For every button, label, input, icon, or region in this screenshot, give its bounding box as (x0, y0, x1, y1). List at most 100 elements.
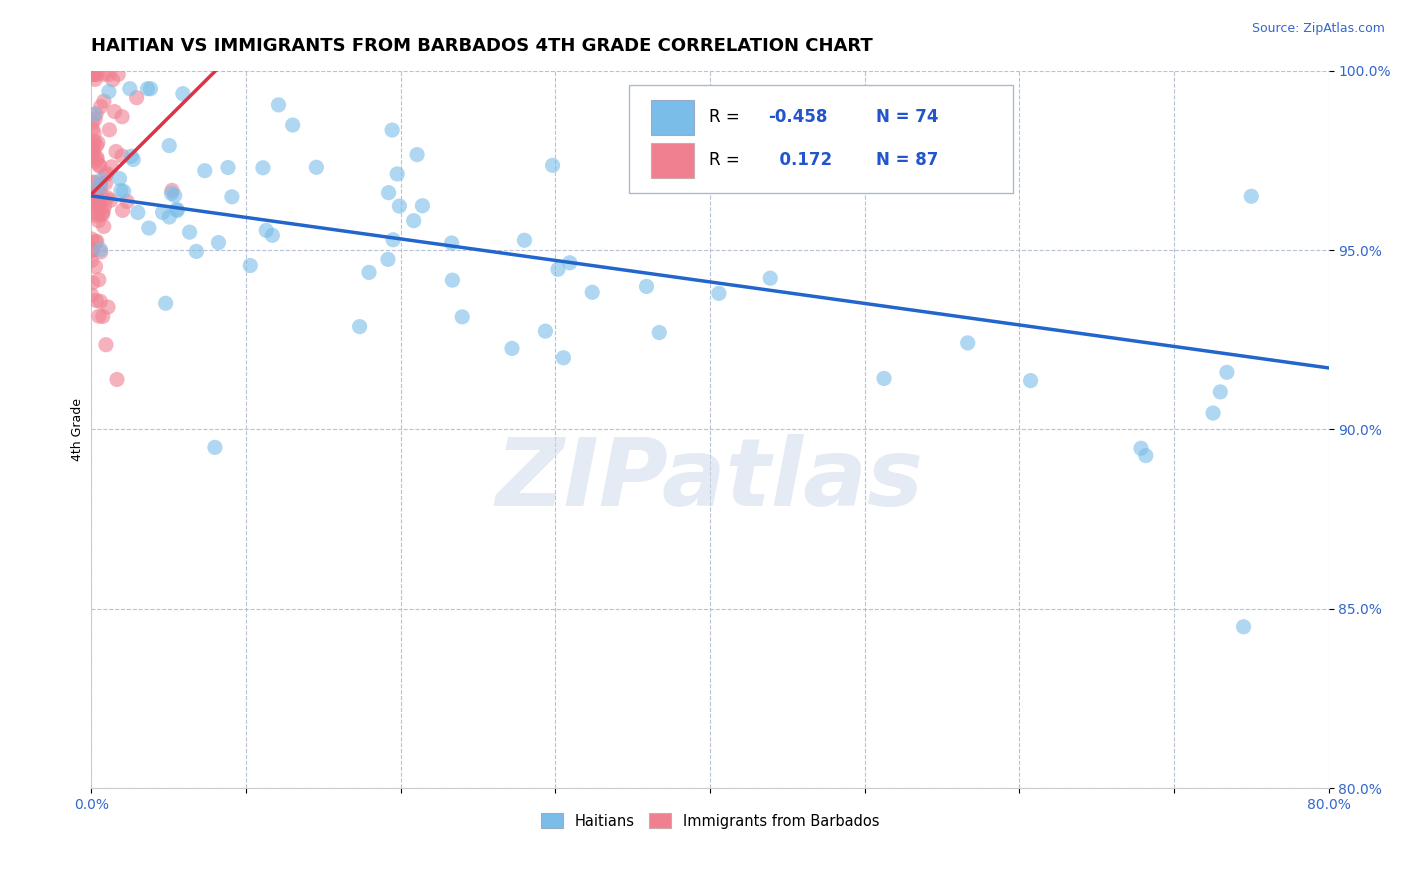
Point (759, 271, 782, 285)
Point (101, 72, 124, 87)
Text: 0.172: 0.172 (768, 152, 832, 169)
Point (80, 232, 103, 246)
Point (89, 178, 111, 193)
Point (87, 183, 110, 197)
Text: ZIPatlas: ZIPatlas (496, 434, 924, 525)
Point (262, 228, 284, 243)
Point (110, 184, 132, 198)
Point (84, 293, 107, 308)
Text: -0.458: -0.458 (768, 108, 828, 127)
Text: N = 74: N = 74 (876, 108, 938, 127)
Point (381, 123, 404, 137)
Point (239, 259, 262, 273)
Point (91, 204, 114, 219)
Point (82, 115, 104, 129)
Point (100, 160, 122, 174)
Point (349, 319, 371, 334)
Point (86, 138, 108, 153)
Point (84, 72, 107, 87)
Point (87, 309, 110, 323)
Point (402, 213, 425, 227)
Text: R =: R = (709, 152, 745, 169)
Point (90, 173, 112, 187)
Point (84, 235, 107, 249)
Point (93, 219, 115, 234)
Point (90, 100, 112, 114)
Point (157, 210, 180, 224)
Point (1129, 442, 1152, 456)
Point (157, 138, 180, 153)
Point (86, 153, 108, 167)
Point (83, 176, 105, 190)
Point (93, 199, 115, 213)
Point (83, 188, 105, 202)
Point (534, 324, 557, 338)
Point (207, 235, 229, 250)
Point (1232, 620, 1254, 634)
Point (80, 244, 103, 259)
Point (118, 81, 141, 95)
Point (82, 276, 104, 290)
Point (105, 145, 128, 159)
Legend: Haitians, Immigrants from Barbados: Haitians, Immigrants from Barbados (536, 807, 884, 835)
Point (581, 285, 603, 300)
Point (96, 167, 118, 181)
Point (82, 67, 104, 81)
Point (956, 335, 979, 350)
Point (83, 187, 105, 202)
Point (82, 195, 104, 210)
Point (648, 326, 671, 340)
Point (163, 188, 186, 202)
Point (84, 154, 107, 169)
Point (1209, 384, 1232, 399)
Point (252, 161, 274, 175)
Point (166, 203, 188, 218)
Point (84, 188, 107, 202)
Point (82, 142, 104, 156)
Point (83, 175, 105, 189)
Point (83, 107, 105, 121)
Point (139, 81, 162, 95)
Point (87, 213, 110, 227)
Point (357, 265, 380, 279)
Point (108, 171, 131, 186)
Point (547, 262, 569, 277)
Point (89, 159, 111, 173)
Point (82, 139, 104, 153)
Point (105, 372, 128, 386)
Point (94, 177, 117, 191)
Point (94, 168, 117, 182)
Point (382, 233, 405, 247)
Point (83, 67, 105, 81)
Point (97, 300, 120, 314)
Point (707, 286, 730, 301)
Point (103, 104, 125, 119)
Point (166, 202, 188, 217)
Point (221, 190, 243, 204)
Point (87, 196, 110, 211)
Point (127, 205, 149, 219)
Point (89, 180, 111, 194)
Point (84, 260, 107, 274)
Point (1019, 374, 1042, 388)
Point (80, 189, 103, 203)
Point (377, 252, 399, 267)
Point (125, 91, 148, 105)
Point (160, 183, 183, 197)
Point (186, 244, 208, 259)
Point (89, 197, 111, 211)
Point (152, 205, 174, 219)
Point (100, 193, 122, 207)
Point (558, 256, 581, 270)
Point (98, 123, 121, 137)
Point (111, 203, 134, 218)
Text: N = 87: N = 87 (876, 152, 938, 169)
Point (80, 253, 103, 268)
Point (90, 206, 112, 220)
Point (80, 197, 103, 211)
Point (94, 337, 117, 351)
Point (411, 199, 433, 213)
Point (84, 194, 107, 209)
Point (86, 206, 108, 220)
Point (82, 137, 104, 152)
